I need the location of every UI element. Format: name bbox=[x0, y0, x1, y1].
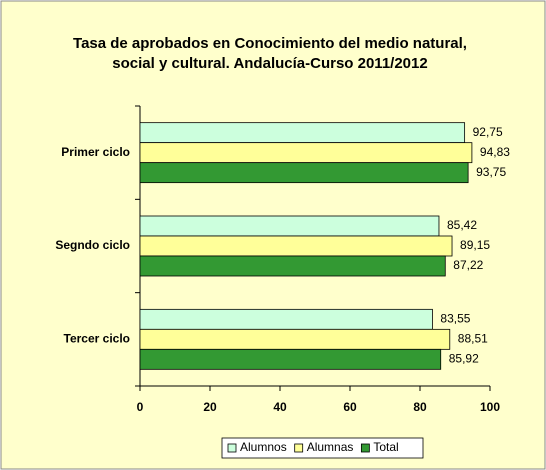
bar bbox=[139, 162, 469, 184]
x-tick-label: 40 bbox=[273, 400, 287, 414]
y-tick-label: Segndo ciclo bbox=[55, 238, 130, 252]
bar bbox=[139, 235, 453, 257]
legend-box bbox=[221, 437, 424, 459]
legend-label: Total bbox=[373, 440, 398, 454]
value-label: 88,51 bbox=[458, 332, 488, 346]
x-tick-label: 80 bbox=[413, 400, 427, 414]
value-label: 85,42 bbox=[447, 218, 477, 232]
bar bbox=[139, 142, 473, 164]
value-label: 89,15 bbox=[460, 238, 490, 252]
legend-swatch bbox=[360, 443, 370, 453]
bar bbox=[139, 308, 433, 330]
value-label: 93,75 bbox=[476, 165, 506, 179]
x-tick-label: 20 bbox=[203, 400, 217, 414]
value-label: 92,75 bbox=[473, 125, 503, 139]
y-tick-label: Tercer ciclo bbox=[64, 332, 130, 346]
bar bbox=[139, 215, 440, 237]
bar bbox=[139, 122, 466, 144]
x-tick-label: 100 bbox=[480, 400, 500, 414]
value-label: 85,92 bbox=[449, 352, 479, 366]
legend-label: Alumnos bbox=[240, 440, 287, 454]
x-tick-label: 0 bbox=[137, 400, 144, 414]
x-tick-label: 60 bbox=[343, 400, 357, 414]
value-label: 87,22 bbox=[453, 258, 483, 272]
value-label: 83,55 bbox=[440, 312, 470, 326]
legend-swatch bbox=[294, 443, 304, 453]
bar bbox=[139, 348, 442, 370]
legend-label: Alumnas bbox=[307, 440, 354, 454]
bar bbox=[139, 328, 451, 350]
bar bbox=[139, 255, 446, 277]
y-tick-label: Primer ciclo bbox=[61, 145, 130, 159]
legend-swatch bbox=[227, 443, 237, 453]
chart-title: Tasa de aprobados en Conocimiento del me… bbox=[73, 35, 467, 72]
value-label: 94,83 bbox=[480, 145, 510, 159]
